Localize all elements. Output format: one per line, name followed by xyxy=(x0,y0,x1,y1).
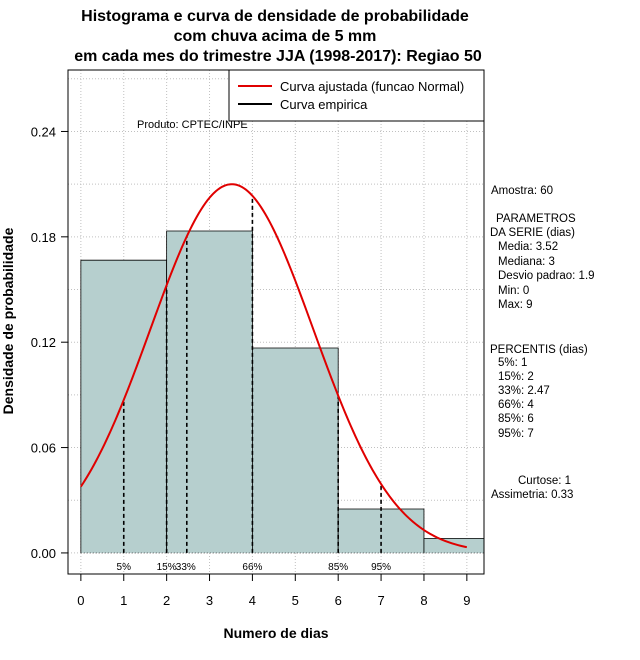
y-tick-label: 0.12 xyxy=(31,335,56,350)
curtose-text: Curtose: 1 xyxy=(518,475,571,487)
parametros-line: PARAMETROS xyxy=(496,213,576,225)
parametros-line: DA SERIE (dias) xyxy=(490,227,575,239)
histogram-bar xyxy=(423,538,484,553)
y-tick-label: 0.18 xyxy=(31,230,56,245)
chart-title: Histograma e curva de densidade de proba… xyxy=(74,8,482,65)
histogram-bar-outline xyxy=(423,537,484,553)
x-tick-label: 7 xyxy=(377,593,384,608)
x-tick-label: 2 xyxy=(163,593,170,608)
histogram-bar xyxy=(252,347,339,553)
percentile-label: 33% xyxy=(176,562,196,573)
parametros-line: Mediana: 3 xyxy=(498,256,555,268)
x-axis: 0 1 2 3 4 5 6 7 8 9 xyxy=(77,573,470,608)
x-tick-label: 4 xyxy=(249,593,256,608)
normal-curve xyxy=(80,183,468,549)
y-tick-label: 0.00 xyxy=(31,546,56,561)
produto-label: Produto: CPTEC/INPE xyxy=(137,119,248,131)
y-axis: 0.00 0.06 0.12 0.18 0.24 xyxy=(31,124,68,561)
percentis-line: PERCENTIS (dias) xyxy=(490,344,588,356)
x-tick-label: 6 xyxy=(335,593,342,608)
parametros-line: Media: 3.52 xyxy=(498,241,558,253)
percentis-line: 95%: 7 xyxy=(498,428,534,440)
statistics-panel: Amostra: 60 PARAMETROS DA SERIE (dias) M… xyxy=(490,185,595,501)
percentis-line: 66%: 4 xyxy=(498,399,534,411)
title-line-2: com chuva acima de 5 mm xyxy=(174,28,377,45)
parametros-line: Desvio padrao: 1.9 xyxy=(498,270,595,282)
percentile-label: 66% xyxy=(242,562,262,573)
title-line-1: Histograma e curva de densidade de proba… xyxy=(81,8,469,25)
percentile-labels: 5% 15% 33% 66% 85% 95% xyxy=(117,562,392,573)
y-axis-label: Densidade de probabilidade xyxy=(0,227,16,414)
legend: Curva ajustada (funcao Normal) Curva emp… xyxy=(228,69,485,122)
parametros-line: Max: 9 xyxy=(498,299,533,311)
percentile-label: 95% xyxy=(371,562,391,573)
normal-curve-group xyxy=(80,183,468,549)
percentis-line: 15%: 2 xyxy=(498,371,534,383)
histogram-bar xyxy=(80,260,167,553)
histogram-bar-outline xyxy=(252,347,339,553)
assimetria-text: Assimetria: 0.33 xyxy=(491,489,573,501)
percentile-label: 5% xyxy=(117,562,132,573)
x-tick-label: 0 xyxy=(77,593,84,608)
x-axis-label: Numero de dias xyxy=(223,625,328,641)
x-tick-label: 9 xyxy=(463,593,470,608)
legend-label-empirical: Curva empirica xyxy=(280,97,368,112)
percentile-label: 85% xyxy=(328,562,348,573)
percentis-line: 85%: 6 xyxy=(498,413,534,425)
x-tick-label: 5 xyxy=(292,593,299,608)
x-tick-label: 1 xyxy=(120,593,127,608)
percentis-line: 33%: 2.47 xyxy=(498,385,550,397)
x-tick-label: 8 xyxy=(420,593,427,608)
legend-box xyxy=(228,69,485,122)
percentile-label: 15% xyxy=(157,562,177,573)
title-line-3: em cada mes do trimestre JJA (1998-2017)… xyxy=(74,48,482,65)
parametros-line: Min: 0 xyxy=(498,285,529,297)
histogram-bar xyxy=(166,231,253,553)
x-tick-label: 3 xyxy=(206,593,213,608)
amostra-text: Amostra: 60 xyxy=(491,185,553,197)
y-tick-label: 0.06 xyxy=(31,441,56,456)
y-tick-label: 0.24 xyxy=(31,124,56,139)
percentis-line: 5%: 1 xyxy=(498,357,527,369)
legend-label-fit: Curva ajustada (funcao Normal) xyxy=(280,79,464,94)
percentile-lines xyxy=(122,195,382,553)
